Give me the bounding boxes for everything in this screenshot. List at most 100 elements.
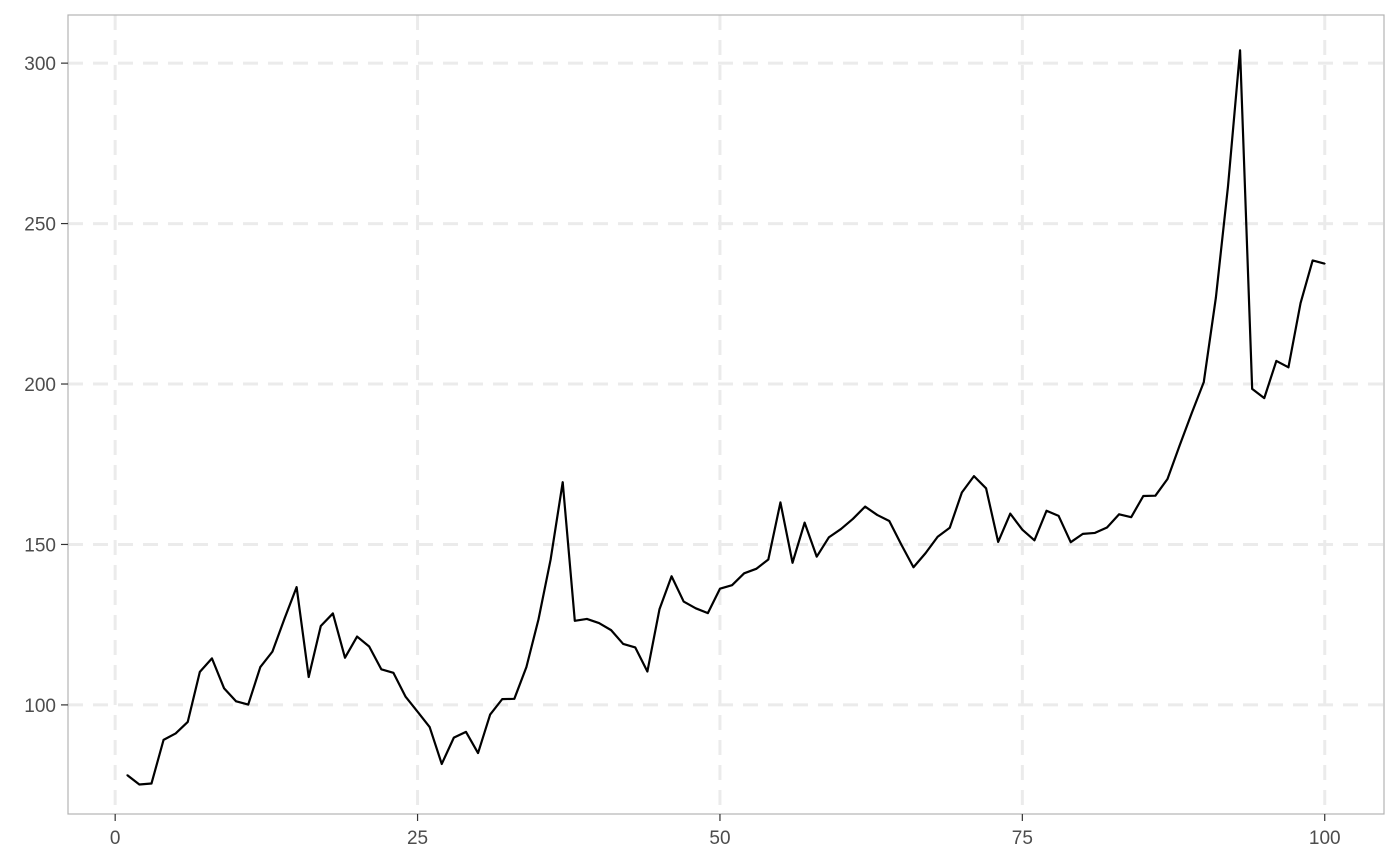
data-point [392,671,395,674]
data-point [997,540,1000,543]
data-point [356,635,358,638]
data-point [525,666,528,668]
data-point [1033,539,1036,542]
data-point [1214,296,1217,299]
data-point [719,587,721,590]
data-point [900,543,903,546]
data-point [404,695,407,698]
data-point [150,782,153,785]
data-point [803,521,806,524]
x-tick-label: 100 [1309,828,1341,849]
data-point [634,646,637,649]
x-tick-label: 50 [709,828,730,849]
data-point [235,700,238,703]
data-point [1094,532,1096,534]
data-point [186,721,189,723]
data-point [295,586,298,589]
data-point [1190,412,1193,415]
y-tick-label: 100 [24,696,56,717]
data-point [561,481,564,484]
y-tick-label: 200 [24,375,56,396]
data-point [380,668,383,671]
data-point [331,612,334,615]
series-line-0 [126,49,1326,786]
data-point [283,617,286,620]
data-point [259,666,262,668]
data-point [1202,381,1205,383]
data-point [791,561,794,564]
data-point [513,697,516,700]
data-point [1275,360,1278,362]
data-point [936,535,939,538]
data-point [912,566,915,569]
data-point [598,622,600,624]
data-point [924,552,927,555]
data-point [985,487,987,490]
data-point [864,505,866,508]
data-point [1178,444,1181,447]
data-point [223,687,225,690]
data-point [743,572,746,575]
data-point [622,643,625,645]
data-point [138,783,141,786]
data-point [428,726,431,728]
data-point [549,558,552,561]
data-point [537,618,540,621]
data-point [247,703,250,706]
data-point [452,736,455,739]
data-point [198,670,201,673]
data-point [368,645,371,648]
data-point [477,752,479,754]
data-point [1251,387,1254,390]
panel-border [67,14,1385,815]
data-point [1311,259,1314,262]
data-point [1239,49,1241,52]
data-point [416,710,419,713]
data-point [126,774,129,777]
data-point [319,625,322,627]
data-point [706,612,709,615]
data-point [1130,516,1133,519]
x-tick-label: 0 [110,828,121,849]
data-point [1118,513,1121,516]
data-point [1154,494,1157,497]
data-point [852,517,854,520]
data-point [1227,185,1229,188]
data-point [731,584,733,587]
data-point [1263,397,1266,400]
data-point [973,475,975,478]
data-point [1106,526,1108,529]
data-point [960,491,963,494]
data-point [1142,495,1145,497]
data-point [646,670,649,673]
data-point [1287,366,1290,369]
data-point [948,526,951,529]
y-tick-label: 150 [24,535,56,556]
data-point [162,738,165,741]
data-point [501,698,504,701]
data-point [815,555,818,558]
data-point [440,763,443,765]
data-point [489,713,492,716]
x-axis: 0 25 50 75 100 [110,814,1341,849]
data-point [211,657,213,660]
data-point [465,730,467,733]
grid-lines [68,15,1384,814]
data-point [658,608,661,611]
x-tick-label: 25 [407,828,428,849]
y-tick-label: 250 [24,215,56,236]
data-point [1021,528,1024,531]
data-point [1069,541,1072,544]
data-point [779,501,782,504]
data-point [694,607,697,610]
data-point [1081,532,1084,535]
y-axis: 100 150 200 250 300 [24,54,68,717]
y-tick-label: 300 [24,54,56,75]
data-point [876,514,879,516]
data-point [1057,515,1060,517]
data-point [670,575,673,578]
data-point [827,536,830,539]
data-point [1323,262,1326,265]
data-point [307,676,310,678]
